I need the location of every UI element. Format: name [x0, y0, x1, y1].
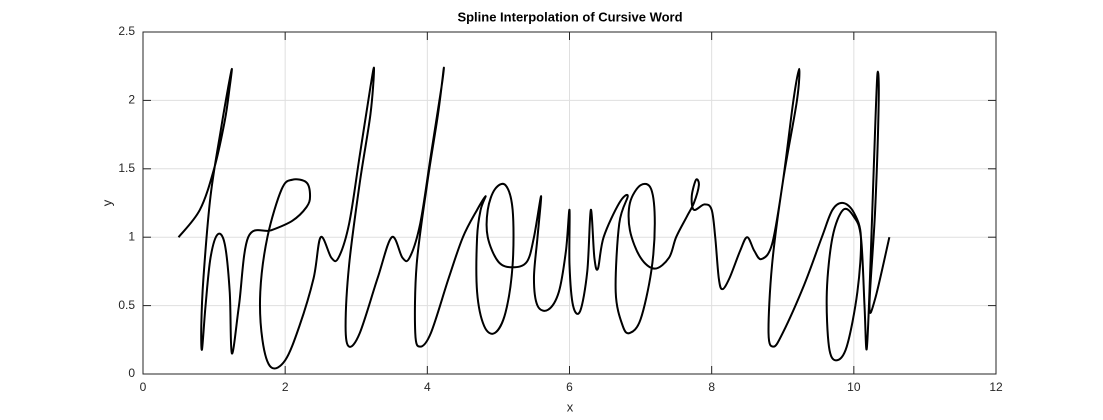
x-axis-label: x [567, 399, 574, 414]
axes-box [142, 31, 997, 375]
y-tick-label: 2.5 [118, 24, 135, 38]
y-tick-label: 0 [128, 366, 135, 380]
curve [177, 66, 891, 370]
y-tick-label: 2 [128, 93, 135, 107]
y-tick-label: 0.5 [118, 298, 135, 312]
x-tick-label: 4 [424, 380, 431, 394]
x-tick-label: 6 [566, 380, 573, 394]
y-tick-label: 1 [128, 229, 135, 243]
x-tick-label: 8 [708, 380, 715, 394]
x-tick-label: 0 [140, 380, 147, 394]
x-tick-label: 12 [989, 380, 1003, 394]
chart-title: Spline Interpolation of Cursive Word [457, 9, 682, 24]
y-tick-label: 1.5 [118, 161, 135, 175]
x-tick-label: 10 [847, 380, 861, 394]
x-tick-label: 2 [282, 380, 289, 394]
y-axis-label: y [99, 199, 114, 206]
